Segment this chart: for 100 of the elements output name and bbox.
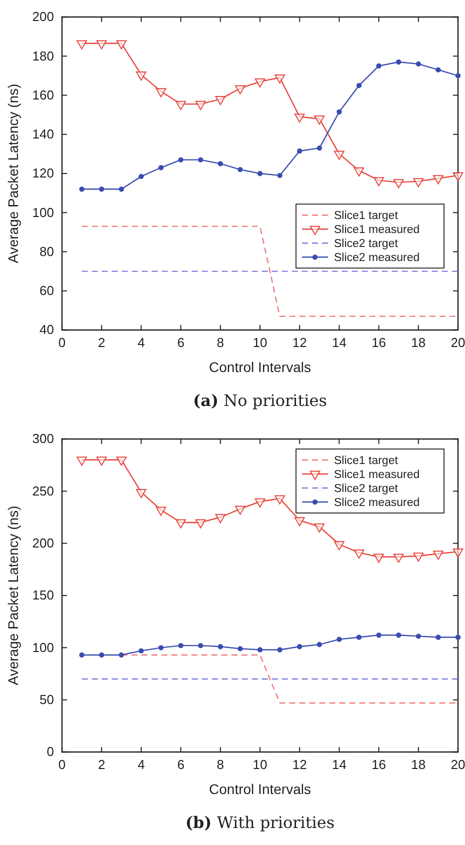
point xyxy=(198,157,204,162)
point xyxy=(238,166,243,172)
point xyxy=(215,96,226,106)
y-tick-label: 100 xyxy=(32,640,54,655)
point xyxy=(354,550,364,559)
x-tick-label: 16 xyxy=(372,757,386,772)
point xyxy=(158,165,164,170)
point xyxy=(158,645,164,650)
point xyxy=(238,646,243,652)
point xyxy=(76,40,87,50)
point xyxy=(254,78,266,88)
y-tick-label: 80 xyxy=(40,244,54,259)
text: (b) With priorities xyxy=(185,813,335,832)
point xyxy=(254,498,266,508)
point xyxy=(138,174,144,180)
y-tick-label: 200 xyxy=(32,535,54,550)
point xyxy=(136,72,146,81)
point xyxy=(235,85,246,94)
y-tick-label: 0 xyxy=(46,744,54,760)
point xyxy=(316,145,322,151)
point xyxy=(334,150,344,160)
x-tick-label: 14 xyxy=(332,335,346,350)
point xyxy=(277,647,282,652)
point xyxy=(176,519,186,528)
y-tick-label: 60 xyxy=(40,283,54,298)
point xyxy=(198,642,204,648)
y-tick-label: 300 xyxy=(32,431,54,446)
point xyxy=(393,179,404,188)
x-tick-label: 8 xyxy=(216,757,224,772)
point xyxy=(374,177,384,186)
point xyxy=(118,186,124,192)
y-tick-label: 180 xyxy=(32,48,54,64)
point xyxy=(118,652,124,658)
point xyxy=(294,114,305,123)
point xyxy=(136,489,146,498)
point xyxy=(116,456,127,466)
point xyxy=(334,541,344,550)
legend-label: Slice1 target xyxy=(334,210,399,222)
x-axis-title: Control Intervals xyxy=(209,781,311,797)
point xyxy=(195,519,206,528)
point xyxy=(336,636,342,642)
x-axis-title: Control Intervals xyxy=(209,359,311,375)
point xyxy=(297,644,302,650)
x-tick-label: 2 xyxy=(98,757,106,772)
point xyxy=(452,548,464,558)
point xyxy=(215,514,226,524)
point xyxy=(257,647,263,652)
y-axis-title: Average Packet Latency (ns) xyxy=(5,506,21,686)
x-tick-label: 20 xyxy=(450,757,465,772)
x-tick-label: 20 xyxy=(450,335,465,350)
legend-label: Slice1 target xyxy=(334,455,399,467)
point xyxy=(99,186,104,192)
point xyxy=(376,632,382,638)
point xyxy=(455,73,461,78)
x-tick-label: 12 xyxy=(292,757,307,772)
point xyxy=(176,100,186,110)
point xyxy=(396,632,402,638)
x-tick-label: 16 xyxy=(372,335,386,350)
point xyxy=(413,552,424,562)
y-tick-label: 160 xyxy=(32,87,54,102)
point xyxy=(178,157,184,162)
point xyxy=(218,644,223,650)
point xyxy=(99,652,104,658)
point xyxy=(316,642,322,648)
point xyxy=(393,554,404,563)
y-axis-title: Average Packet Latency (ns) xyxy=(5,84,21,264)
y-tick-label: 50 xyxy=(40,692,54,707)
x-tick-label: 6 xyxy=(177,757,184,772)
point xyxy=(274,495,285,504)
point xyxy=(218,161,223,166)
x-tick-label: 18 xyxy=(411,757,426,772)
point xyxy=(297,148,302,154)
point xyxy=(294,517,305,526)
y-tick-label: 40 xyxy=(40,322,54,338)
legend-label: Slice2 target xyxy=(334,238,399,250)
legend-label: Slice2 measured xyxy=(334,497,420,509)
x-tick-label: 6 xyxy=(177,335,184,350)
point xyxy=(436,67,441,72)
point xyxy=(356,634,362,640)
point xyxy=(354,167,364,176)
point xyxy=(314,116,325,125)
x-tick-label: 10 xyxy=(252,757,268,772)
x-tick-label: 4 xyxy=(138,757,145,772)
point xyxy=(79,652,84,658)
y-tick-label: 200 xyxy=(32,9,54,24)
point xyxy=(274,74,285,84)
y-tick-label: 140 xyxy=(32,126,54,142)
x-tick-label: 2 xyxy=(98,335,106,350)
point xyxy=(156,506,166,516)
point xyxy=(195,100,206,110)
legend-label: Slice2 measured xyxy=(334,252,420,264)
point xyxy=(277,172,282,178)
point xyxy=(79,186,84,192)
x-tick-label: 4 xyxy=(138,335,145,350)
y-tick-label: 100 xyxy=(32,204,54,220)
x-tick-label: 12 xyxy=(292,335,307,350)
point xyxy=(413,178,424,188)
point xyxy=(235,506,246,515)
point xyxy=(336,109,342,114)
point xyxy=(376,63,382,69)
